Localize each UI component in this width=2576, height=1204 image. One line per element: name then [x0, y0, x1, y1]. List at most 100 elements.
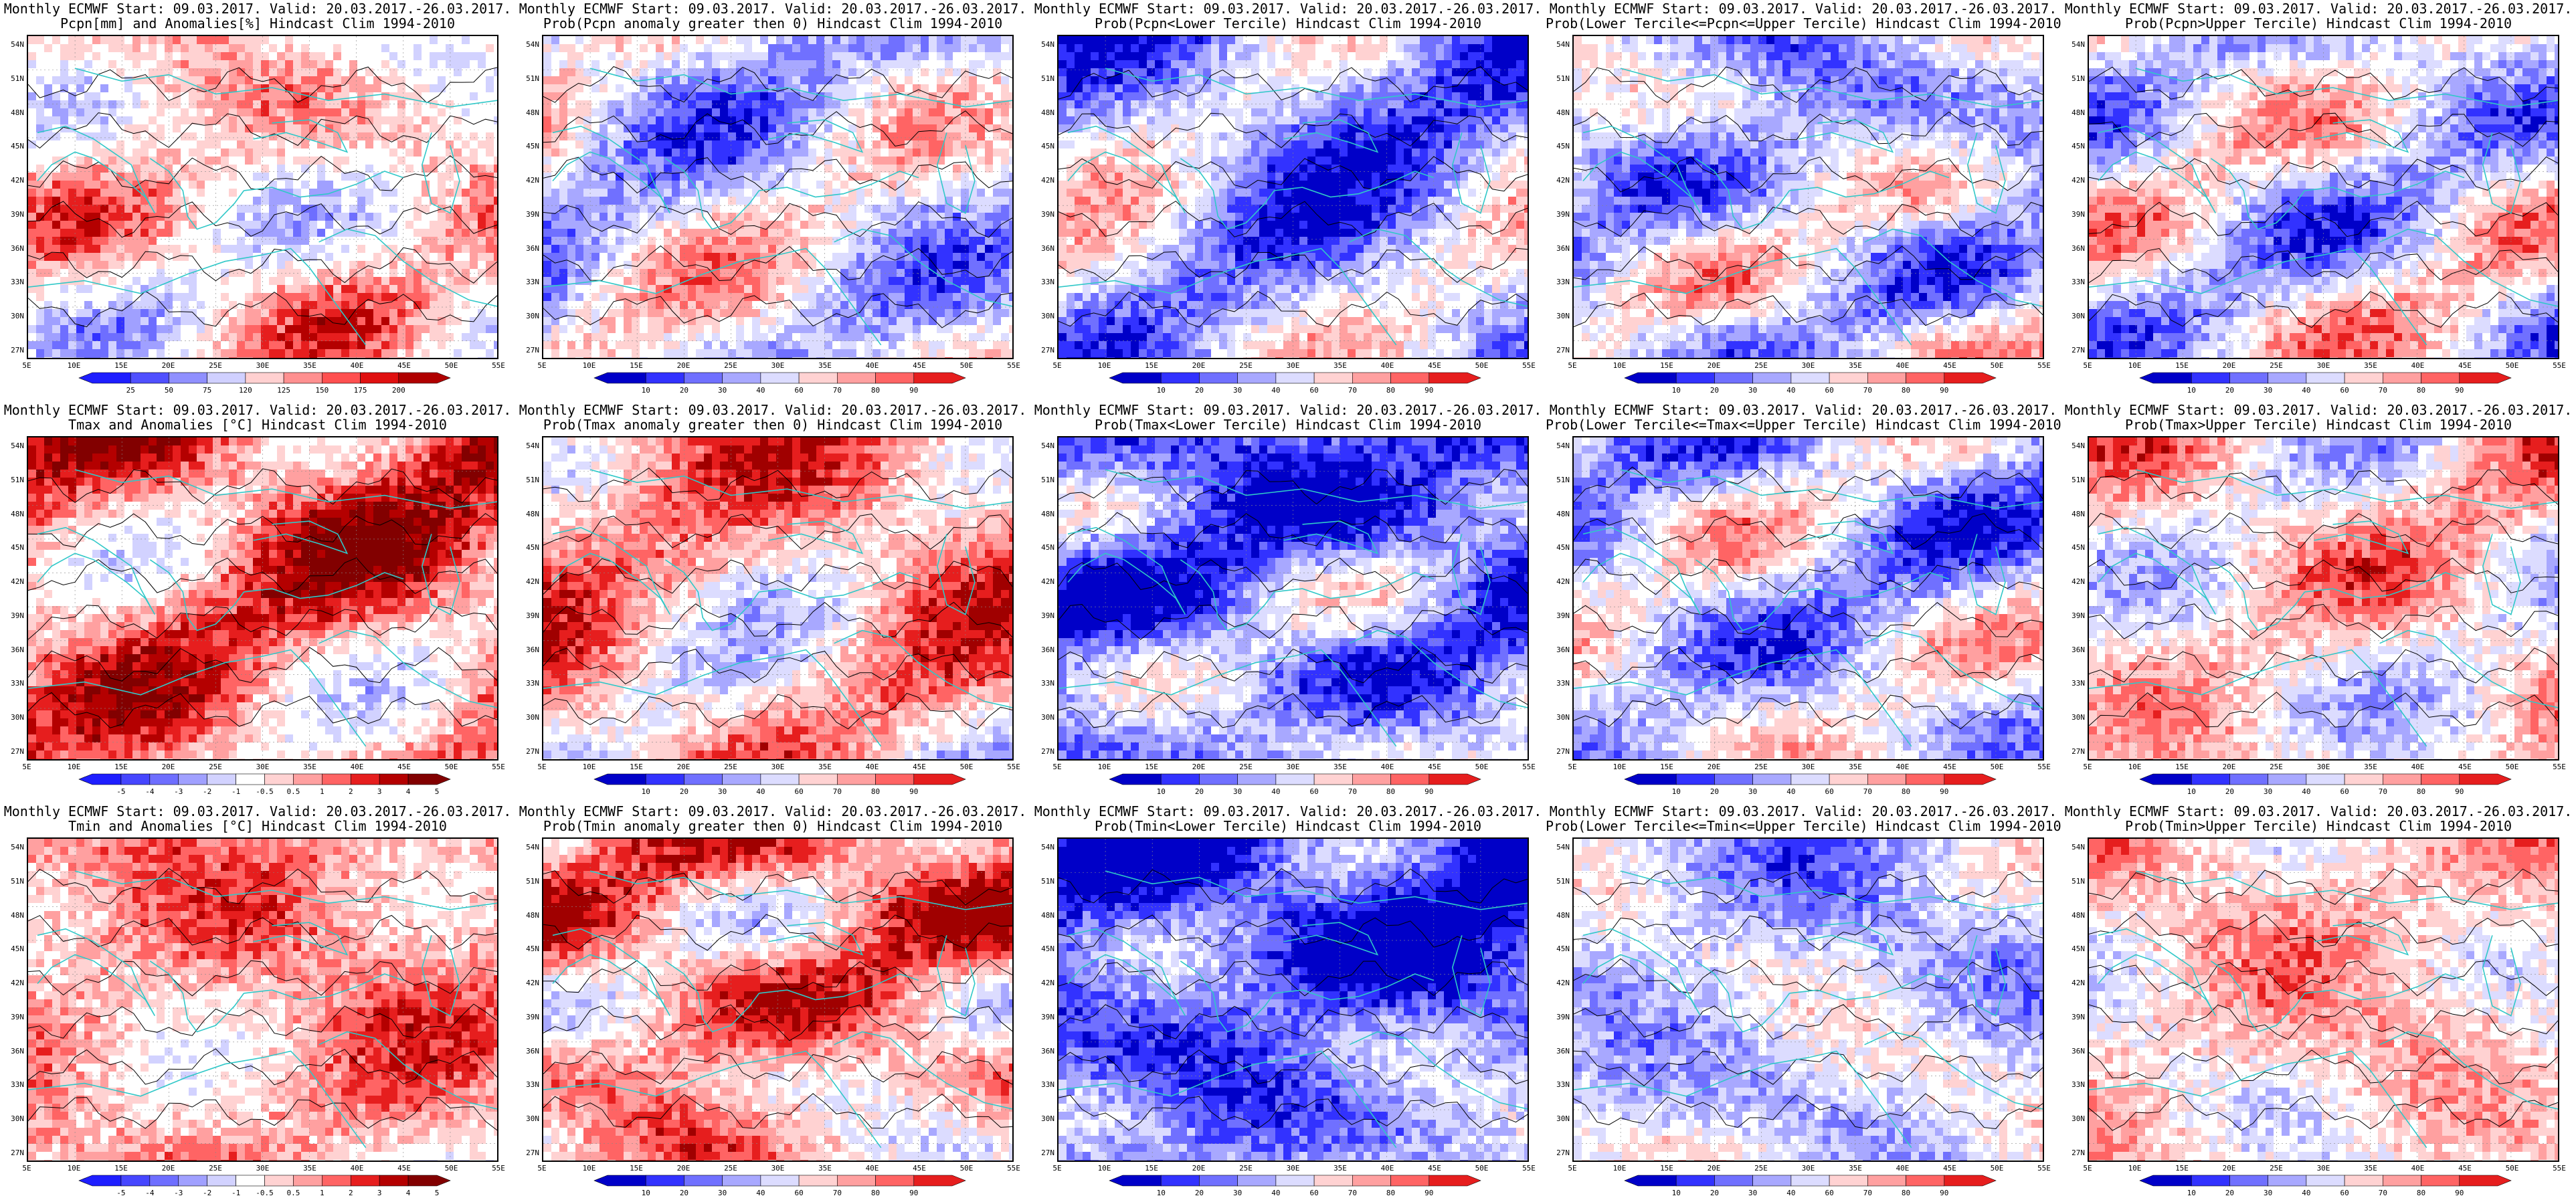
colorbar-tick-label: 20: [670, 787, 697, 796]
coastline: [253, 922, 349, 956]
longitude-label: 30E: [1795, 361, 1822, 370]
latitude-label: 48N: [519, 510, 539, 518]
longitude-label: 5E: [2074, 361, 2101, 370]
longitude-label: 35E: [1842, 763, 1869, 771]
map-area: [1572, 837, 2044, 1162]
colorbar-swatch: [2344, 372, 2383, 384]
coastline: [1966, 935, 2006, 1017]
colorbar-swatch: [130, 372, 169, 384]
longitude-label: 25E: [717, 1164, 744, 1173]
colorbar-swatch: [1624, 773, 1677, 785]
isoline-contour: [1574, 201, 2043, 237]
coastline: [1695, 961, 1790, 1033]
latitude-label: 45N: [4, 543, 24, 552]
colorbar-tick-label: 70: [1339, 386, 1366, 395]
latitude-label: 30N: [2065, 312, 2085, 320]
colorbar-swatch: [1109, 372, 1162, 384]
latitude-label: 54N: [4, 40, 24, 49]
longitude-label: 45E: [391, 763, 418, 771]
colorbar-tick-label: 30: [1740, 787, 1766, 796]
colorbar-swatch: [798, 1175, 838, 1187]
latitude-label: 51N: [1034, 877, 1054, 886]
longitude-label: 35E: [1842, 1164, 1869, 1173]
coastline: [759, 572, 919, 599]
colorbar-tick-label: 80: [862, 386, 889, 395]
latitude-label: 33N: [1034, 1080, 1054, 1089]
map-area: [2088, 436, 2559, 761]
coastline: [1283, 922, 1379, 956]
latitude-label: 39N: [4, 210, 24, 219]
isoline-contour: [543, 292, 1012, 328]
longitude-label: 10E: [61, 361, 88, 370]
coastline: [1582, 928, 1701, 1017]
map-field-svg: [1574, 839, 2043, 1161]
longitude-label: 45E: [1936, 763, 1963, 771]
latitude-label: 48N: [1550, 510, 1570, 518]
longitude-label: 20E: [155, 763, 182, 771]
longitude-label: 20E: [2216, 1164, 2243, 1173]
colorbar: [78, 372, 451, 384]
map-area: [2088, 35, 2559, 359]
isoline-contour: [28, 201, 497, 238]
latitude-label: 45N: [519, 543, 539, 552]
field-cells: [1059, 437, 1528, 759]
longitude-label: 45E: [1421, 1164, 1448, 1173]
latitude-label: 27N: [1550, 346, 1570, 355]
colorbar-swatch: [2139, 773, 2192, 785]
isoline-contour: [1574, 111, 2043, 146]
latitude-label: 27N: [2065, 1148, 2085, 1157]
longitude-label: 10E: [576, 361, 603, 370]
isoline-contour: [543, 157, 1012, 194]
isoline-contour: [28, 692, 497, 728]
colorbar-swatch: [283, 372, 323, 384]
isoline-contour: [28, 247, 497, 284]
colorbar-swatch: [2139, 372, 2192, 384]
isoline-contour: [28, 66, 497, 104]
colorbar-swatch: [2421, 372, 2460, 384]
latitude-label: 51N: [4, 877, 24, 886]
latitude-label: 54N: [4, 441, 24, 450]
colorbar-swatch: [837, 1175, 876, 1187]
latitude-label: 30N: [1034, 312, 1054, 320]
isoline-contour: [28, 1003, 497, 1039]
coastline: [543, 247, 882, 346]
colorbar-swatch: [1237, 372, 1277, 384]
latitude-label: 45N: [1550, 543, 1570, 552]
isoline-contour: [2089, 512, 2558, 550]
colorbar-swatch: [1944, 372, 1997, 384]
panel-title-line2: Prob(Pcpn>Upper Tercile) Hindcast Clim 1…: [2061, 16, 2576, 31]
latitude-label: 27N: [1034, 747, 1054, 756]
coastline: [1789, 973, 1950, 1001]
map-area: [27, 436, 498, 761]
coastline: [1864, 629, 2043, 708]
colorbar-swatch: [264, 773, 294, 785]
colorbar-tick-label: 5: [424, 787, 450, 796]
longitude-label: 40E: [344, 361, 371, 370]
colorbar: [1624, 773, 1997, 785]
map-field-svg: [2089, 36, 2558, 358]
latitude-label: 33N: [2065, 278, 2085, 286]
longitude-label: 40E: [859, 361, 886, 370]
colorbar-tick-label: 150: [308, 386, 335, 395]
longitude-label: 15E: [623, 1164, 650, 1173]
map-field-svg: [1059, 36, 1528, 358]
panel-title-line2: Prob(Tmin<Lower Tercile) Hindcast Clim 1…: [1030, 819, 1546, 833]
coastline: [1789, 572, 1950, 599]
latitude-label: 54N: [1550, 40, 1570, 49]
latitude-label: 54N: [1550, 843, 1570, 851]
latitude-label: 27N: [519, 747, 539, 756]
colorbar-swatch: [1752, 1175, 1792, 1187]
colorbar-tick-label: 70: [1339, 787, 1366, 796]
panel-title-line2: Prob(Lower Tercile<=Tmin<=Upper Tercile)…: [1546, 819, 2061, 833]
isoline-contour: [28, 1096, 497, 1131]
coastline: [834, 1031, 1012, 1110]
map-field-svg: [543, 36, 1012, 358]
isoline-contour: [543, 601, 1012, 638]
latitude-label: 54N: [519, 843, 539, 851]
coastline: [74, 469, 497, 509]
colorbar-tick-label: 4: [395, 1189, 422, 1197]
field-cells: [1574, 36, 2043, 358]
longitude-label: 10E: [1091, 361, 1118, 370]
coastline: [149, 559, 245, 631]
map-field-svg: [28, 839, 497, 1161]
